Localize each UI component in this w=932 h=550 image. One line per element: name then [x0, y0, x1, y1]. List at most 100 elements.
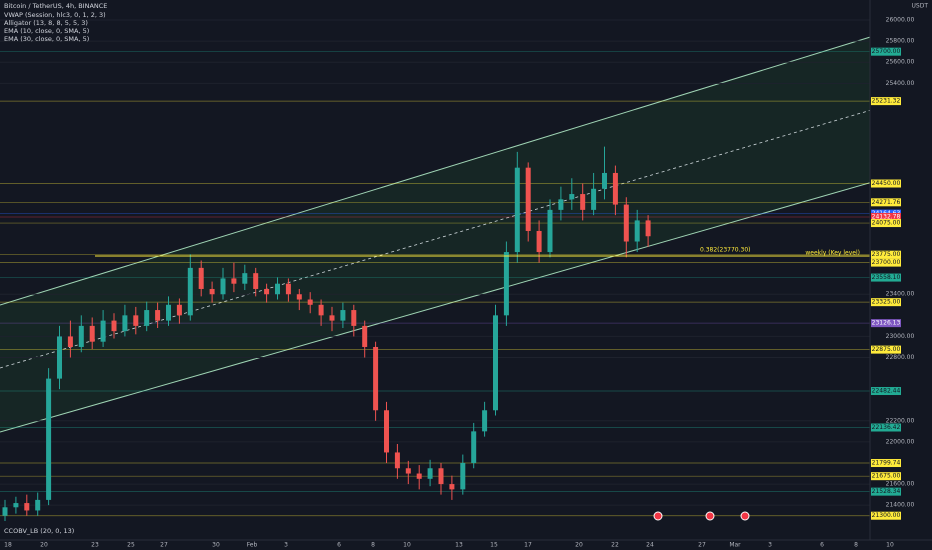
level-label: 23775.00: [872, 251, 901, 258]
x-tick-label: 6: [820, 542, 824, 549]
annotation: 0.382(23770.30): [700, 247, 751, 254]
x-tick-label: Mar: [729, 542, 741, 549]
level-label: 24075.00: [872, 220, 901, 227]
event-icon[interactable]: [740, 511, 750, 521]
candle-body: [536, 230, 542, 253]
candle-body: [416, 473, 422, 479]
candle-body: [111, 320, 117, 332]
candle-body: [394, 452, 400, 469]
annotation: weekly (Key level): [805, 250, 860, 257]
y-tick-label: 26000.00: [886, 17, 915, 24]
candle-body: [155, 310, 161, 321]
level-badge: [871, 212, 901, 221]
candle-body: [384, 410, 389, 453]
y-tick-label: 21600.00: [886, 481, 915, 488]
level-badge: [871, 219, 901, 228]
candle-body: [471, 431, 477, 463]
candle-body: [634, 220, 640, 242]
x-tick-label: 22: [611, 542, 619, 549]
candle-body: [329, 315, 335, 321]
x-tick-label: 18: [4, 542, 12, 549]
y-tick-label: 25800.00: [886, 38, 915, 45]
y-tick-label: 21400.00: [886, 502, 915, 509]
candle-body: [46, 378, 52, 500]
candle-body: [176, 304, 182, 316]
candle-body: [264, 288, 270, 295]
candle-body: [144, 310, 150, 326]
y-tick-label: 22200.00: [886, 417, 915, 424]
candle-body: [591, 188, 597, 210]
x-tick-label: 15: [490, 542, 498, 549]
candle-body: [362, 325, 368, 347]
candle-body: [285, 283, 291, 295]
candle-body: [296, 294, 302, 300]
candle-body: [373, 346, 379, 411]
candle-body: [253, 273, 259, 289]
level-label: 21528.34: [872, 488, 901, 495]
level-badge: [871, 250, 901, 259]
event-icon[interactable]: [705, 511, 715, 521]
price-axis: [870, 0, 932, 540]
event-icon[interactable]: [653, 511, 663, 521]
candle-body: [231, 278, 237, 284]
candle-body: [166, 304, 171, 321]
level-badge: [871, 319, 901, 328]
level-badge: [871, 472, 901, 481]
candle-body: [307, 299, 313, 305]
x-tick-label: 8: [371, 542, 375, 549]
candle-body: [558, 199, 564, 210]
candle-body: [209, 288, 215, 295]
x-tick-label: 10: [403, 542, 411, 549]
candle-body: [198, 267, 204, 289]
indicator-label: EMA (30, close, 0, SMA, 5): [4, 35, 89, 43]
candle-body: [2, 507, 8, 516]
y-tick-label: 25400.00: [886, 80, 915, 87]
x-tick-label: 20: [575, 542, 583, 549]
level-badge: [871, 487, 901, 496]
channel-lower: [0, 164, 932, 433]
level-label: 23558.10: [872, 274, 901, 281]
x-tick-label: 10: [886, 542, 894, 549]
candle-body: [547, 209, 553, 253]
level-badge: [871, 198, 901, 207]
level-badge: [871, 387, 901, 396]
level-badge: [871, 345, 901, 354]
candle-body: [482, 410, 488, 432]
level-label: 24271.76: [872, 199, 901, 206]
candle-body: [57, 336, 62, 379]
level-label: 21300.00: [872, 512, 901, 519]
y-tick-label: 23000.00: [886, 333, 915, 340]
candle-body: [35, 499, 41, 511]
candle-body: [503, 252, 509, 316]
candle-body: [405, 468, 411, 474]
candle-body: [13, 503, 19, 508]
level-badge: [871, 423, 901, 432]
x-tick-label: 13: [455, 542, 463, 549]
level-label: 23325.00: [872, 299, 901, 306]
candle-body: [623, 204, 629, 242]
level-label: 23700.00: [872, 259, 901, 266]
y-tick-label: 22000.00: [886, 438, 915, 445]
candle-body: [67, 336, 73, 347]
x-tick-label: 8: [854, 542, 858, 549]
x-tick-label: 24: [646, 542, 654, 549]
level-label: 25700.00: [872, 48, 901, 55]
x-tick-label: 27: [160, 542, 168, 549]
candle-body: [78, 325, 84, 347]
level-label: 22482.44: [872, 388, 901, 395]
indicator-label: Alligator (13, 8, 8, 5, 5, 3): [4, 19, 88, 27]
currency: USDT: [912, 3, 929, 10]
x-tick-label: 6: [337, 542, 341, 549]
candle-body: [580, 194, 586, 210]
candle-body: [612, 172, 618, 205]
y-tick-label: 22800.00: [886, 354, 915, 361]
level-badge: [871, 298, 901, 307]
level-label: 25231.32: [872, 98, 901, 105]
level-label: 22875.00: [872, 346, 901, 353]
x-tick-label: 17: [524, 542, 532, 549]
candle-body: [569, 194, 575, 200]
candle-body: [351, 310, 357, 326]
candle-body: [460, 462, 466, 490]
